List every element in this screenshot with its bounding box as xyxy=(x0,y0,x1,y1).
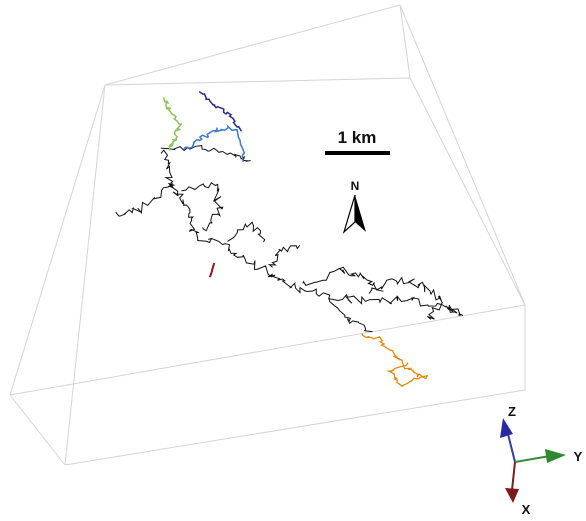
x-label: X xyxy=(522,502,531,517)
bounding-box xyxy=(10,5,525,465)
cave-passage xyxy=(210,263,215,277)
cave-passage xyxy=(199,92,241,132)
cave-passage xyxy=(269,245,299,267)
north-arrow: N xyxy=(344,179,366,232)
cave-3d-view: 1 km N Z Y X xyxy=(0,0,586,521)
cave-passage xyxy=(163,97,181,150)
cave-survey xyxy=(116,92,463,387)
cave-passage xyxy=(362,333,427,386)
cave-passage xyxy=(369,278,442,320)
cave-passage xyxy=(303,267,384,291)
cave-passage xyxy=(161,146,251,162)
scale-label: 1 km xyxy=(338,128,377,147)
cave-passage xyxy=(329,299,373,332)
north-label: N xyxy=(351,179,360,193)
cave-passage xyxy=(227,222,264,242)
scale-bar: 1 km xyxy=(325,128,390,153)
y-label: Y xyxy=(574,449,583,464)
cave-passage xyxy=(161,150,463,315)
axis-triad: Z Y X xyxy=(500,404,583,517)
z-label: Z xyxy=(508,404,516,419)
cave-passage xyxy=(116,183,173,216)
